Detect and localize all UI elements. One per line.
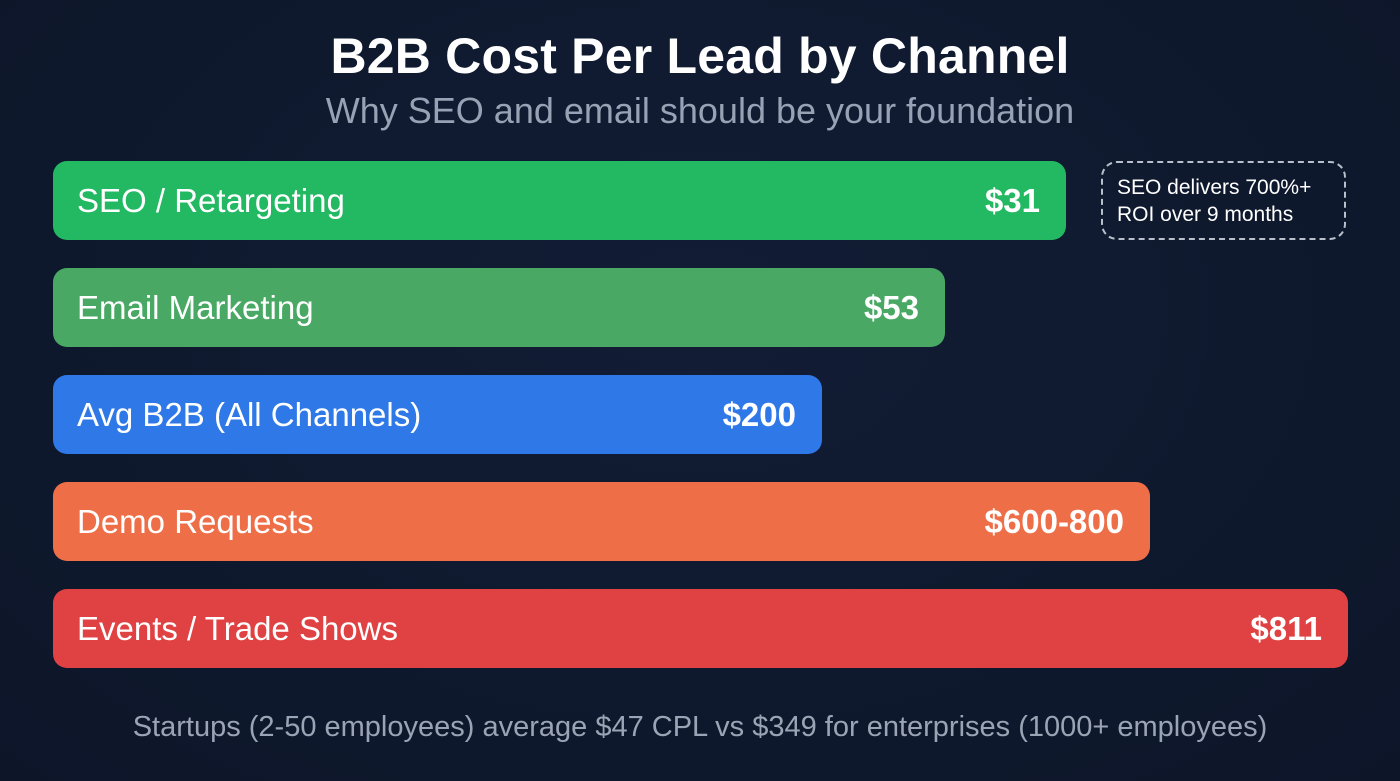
bar-value: $200 — [722, 395, 796, 433]
bar-demo-requests: Demo Requests $600-800 — [53, 482, 1150, 561]
bar-value: $811 — [1250, 609, 1322, 647]
bar-label: Avg B2B (All Channels) — [77, 395, 422, 433]
bar-label: Email Marketing — [77, 288, 314, 326]
callout-line-2: ROI over 9 months — [1117, 202, 1294, 226]
bar-label: Events / Trade Shows — [77, 609, 398, 647]
bar-value: $600-800 — [984, 502, 1124, 540]
footnote: Startups (2-50 employees) average $47 CP… — [132, 711, 1268, 743]
bar-label: Demo Requests — [77, 502, 314, 540]
bar-value: $31 — [984, 181, 1040, 219]
callout-line-1: SEO delivers 700%+ — [1117, 175, 1312, 199]
bar-email-marketing: Email Marketing $53 — [53, 268, 945, 347]
seo-roi-callout: SEO delivers 700%+ ROI over 9 months — [1101, 161, 1346, 240]
chart-title: B2B Cost Per Lead by Channel — [330, 28, 1070, 84]
bar-label: SEO / Retargeting — [77, 181, 345, 219]
bar-avg-b2b: Avg B2B (All Channels) $200 — [53, 375, 822, 454]
bar-value: $53 — [863, 288, 919, 326]
bar-seo-retargeting: SEO / Retargeting $31 — [53, 161, 1066, 240]
chart-subtitle: Why SEO and email should be your foundat… — [325, 90, 1075, 131]
bar-events-trade-shows: Events / Trade Shows $811 — [53, 589, 1348, 668]
